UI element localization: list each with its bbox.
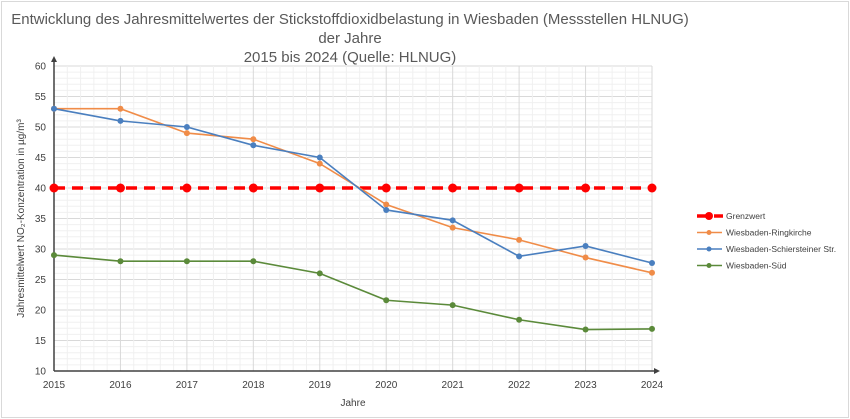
x-tick-label: 2024 — [641, 380, 664, 391]
data-point — [250, 142, 257, 149]
chart-title: Entwicklung des Jahresmittelwertes der S… — [0, 10, 700, 67]
y-axis-label: Jahresmittelwert NO₂-Konzentration in µg… — [16, 119, 27, 318]
data-point — [449, 224, 456, 231]
data-point — [182, 183, 192, 193]
y-tick-label: 10 — [35, 367, 47, 378]
series-line-2 — [53, 107, 653, 264]
chart-title-line2: 2015 bis 2024 (Quelle: HLNUG) — [243, 49, 457, 66]
data-point — [582, 326, 589, 333]
x-tick-label: 2016 — [109, 380, 132, 391]
x-tick-label: 2020 — [375, 380, 398, 391]
data-point — [647, 183, 657, 193]
data-point — [250, 136, 257, 143]
x-tick-label: 2018 — [242, 380, 265, 391]
x-tick-label: 2022 — [508, 380, 531, 391]
legend-marker — [706, 246, 712, 252]
y-tick-label: 25 — [35, 275, 47, 286]
chart-title-line1: Entwicklung des Jahresmittelwertes der S… — [11, 11, 689, 47]
data-point — [316, 154, 323, 161]
data-point — [117, 117, 124, 124]
data-point — [51, 252, 57, 259]
data-point — [183, 130, 190, 137]
y-tick-label: 40 — [35, 184, 47, 195]
data-point — [315, 183, 325, 193]
data-point — [514, 183, 524, 193]
series-line-3 — [53, 254, 653, 331]
data-point — [51, 105, 57, 112]
legend-label: Wiesbaden-Ringkirche — [726, 228, 812, 238]
data-point — [381, 183, 391, 193]
y-tick-label: 55 — [35, 92, 47, 103]
data-point — [250, 258, 257, 265]
data-point — [183, 258, 190, 265]
data-point — [248, 183, 258, 193]
y-tick-label: 15 — [35, 336, 47, 347]
data-point — [383, 297, 390, 304]
legend-label: Wiesbaden-Schiersteiner Str. — [726, 244, 836, 254]
data-point — [383, 206, 390, 213]
data-point — [449, 217, 456, 224]
y-tick-label: 30 — [35, 245, 47, 256]
data-point — [581, 183, 591, 193]
x-tick-label: 2023 — [574, 380, 597, 391]
data-point — [383, 201, 390, 208]
legend-label: Grenzwert — [726, 211, 766, 221]
data-point — [582, 242, 589, 249]
data-point — [115, 183, 125, 193]
data-point — [316, 270, 323, 277]
data-point — [448, 183, 458, 193]
data-point — [649, 269, 655, 276]
data-point — [49, 183, 59, 193]
data-point — [117, 105, 124, 112]
legend-marker — [706, 263, 712, 268]
legend-marker — [706, 230, 712, 235]
legend-label: Wiesbaden-Süd — [726, 261, 787, 271]
y-tick-label: 50 — [35, 123, 47, 134]
y-tick-label: 45 — [35, 153, 47, 164]
data-point — [117, 258, 124, 265]
x-tick-label: 2015 — [43, 380, 66, 391]
x-tick-label: 2021 — [442, 380, 465, 391]
data-point — [316, 160, 323, 167]
y-tick-label: 20 — [35, 306, 47, 317]
x-axis-label: Jahre — [340, 398, 365, 409]
data-point — [649, 325, 655, 332]
data-point — [449, 302, 456, 309]
x-axis-arrow — [654, 368, 660, 374]
y-tick-label: 60 — [35, 62, 47, 73]
x-tick-label: 2017 — [176, 380, 199, 391]
data-point — [516, 253, 523, 260]
x-tick-label: 2019 — [309, 380, 332, 391]
legend-marker — [705, 212, 713, 220]
data-point — [516, 316, 523, 323]
y-axis-arrow — [51, 56, 57, 62]
data-point — [183, 124, 190, 130]
y-tick-label: 35 — [35, 214, 47, 225]
data-point — [582, 254, 589, 261]
data-point — [649, 260, 655, 267]
data-point — [516, 236, 523, 243]
